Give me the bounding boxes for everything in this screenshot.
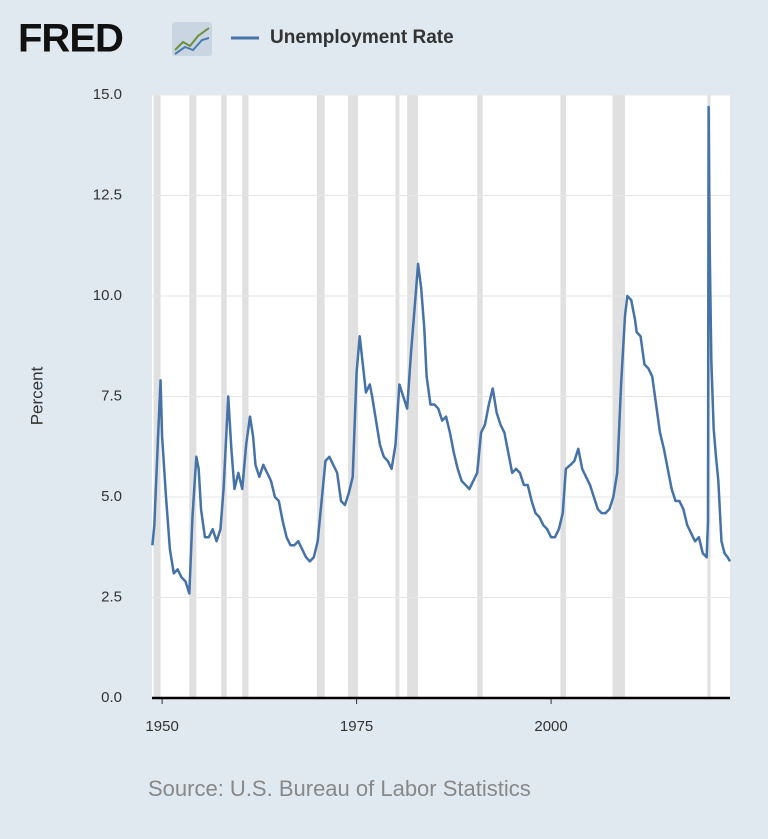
source: Source: U.S. Bureau of Labor Statistics	[148, 776, 531, 801]
logo-icon	[172, 22, 212, 56]
y-tick-label: 0.0	[101, 689, 122, 706]
logo: FRED	[18, 17, 123, 61]
y-tick-label: 10.0	[93, 287, 122, 304]
y-tick-label: 5.0	[101, 488, 122, 505]
data-line	[151, 105, 732, 595]
y-axis-label: Percent	[27, 366, 46, 425]
y-tick-label: 12.5	[93, 186, 122, 203]
x-tick-label: 1950	[145, 718, 178, 735]
y-tick-label: 2.5	[101, 588, 122, 605]
y-tick-label: 7.5	[101, 387, 122, 404]
y-tick-label: 15.0	[93, 86, 122, 103]
x-tick-label: 2000	[534, 718, 567, 735]
legend-label: Unemployment Rate	[270, 27, 454, 48]
x-tick-label: 1975	[340, 718, 373, 735]
